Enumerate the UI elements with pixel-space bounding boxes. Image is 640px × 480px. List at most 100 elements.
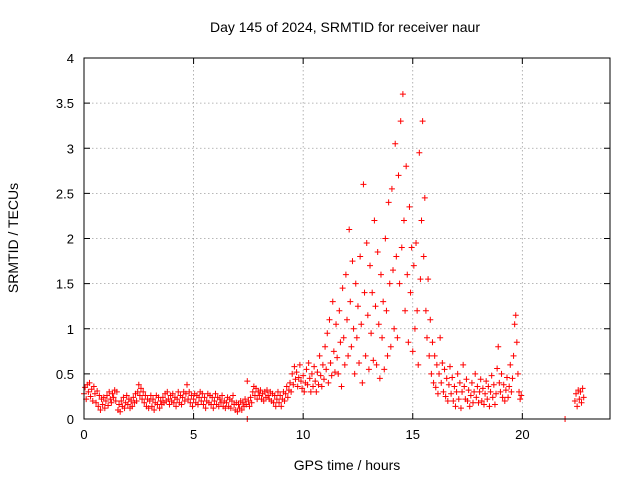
data-point (517, 396, 524, 403)
data-point (438, 379, 445, 386)
data-point (427, 316, 434, 323)
data-point (506, 383, 513, 390)
data-point (136, 392, 143, 399)
data-point (299, 385, 306, 392)
data-point (317, 372, 324, 379)
data-point (123, 392, 130, 399)
data-point (139, 396, 146, 403)
data-point (503, 374, 510, 381)
data-point (340, 334, 347, 341)
data-point (512, 312, 519, 319)
data-point (510, 352, 517, 359)
x-tick-label: 15 (406, 427, 420, 442)
data-point (415, 361, 422, 368)
data-point (476, 388, 483, 395)
data-point (90, 383, 97, 390)
data-point (574, 403, 581, 410)
data-point (352, 280, 359, 287)
data-point (170, 399, 177, 406)
data-point (253, 385, 260, 392)
data-point (327, 360, 334, 367)
data-point (234, 408, 241, 415)
data-point (212, 390, 219, 397)
data-point (497, 388, 504, 395)
data-point (365, 366, 372, 373)
data-point (508, 388, 515, 395)
data-point (445, 381, 452, 388)
data-point (186, 388, 193, 395)
data-point (97, 406, 104, 413)
data-point (105, 402, 112, 409)
data-point (392, 140, 399, 147)
data-point (181, 397, 188, 404)
data-point (351, 370, 358, 377)
data-point (349, 258, 356, 265)
data-point (297, 378, 304, 385)
data-point (409, 348, 416, 355)
data-point (330, 348, 337, 355)
data-point (104, 392, 111, 399)
data-points (81, 91, 587, 422)
data-point (201, 394, 208, 401)
data-point (344, 316, 350, 323)
data-point (380, 298, 387, 305)
data-point (242, 396, 249, 403)
data-point (95, 403, 102, 410)
data-point (459, 388, 466, 395)
data-point (439, 360, 446, 367)
data-point (322, 343, 329, 350)
data-point (379, 334, 386, 341)
data-point (185, 396, 192, 403)
data-point (350, 325, 357, 332)
data-point (507, 361, 514, 368)
data-point (130, 394, 137, 401)
data-point (432, 384, 439, 391)
data-point (433, 361, 440, 368)
data-point (311, 363, 318, 370)
data-point (367, 262, 374, 269)
data-point (482, 390, 489, 397)
data-point (312, 378, 319, 385)
data-point (121, 405, 128, 412)
data-point (486, 403, 493, 410)
data-point (413, 240, 420, 247)
data-point (451, 383, 458, 390)
data-point (102, 397, 109, 404)
data-point (313, 388, 320, 395)
data-point (417, 276, 424, 283)
data-point (247, 394, 254, 401)
data-point (358, 321, 365, 328)
data-point (580, 394, 587, 401)
x-tick-label: 10 (296, 427, 310, 442)
data-point (264, 387, 271, 394)
data-point (141, 399, 148, 406)
data-point (518, 392, 525, 399)
data-point (318, 383, 325, 390)
data-point (454, 370, 461, 377)
data-point (364, 312, 371, 319)
data-point (405, 339, 412, 346)
data-point (474, 383, 481, 390)
data-point (169, 390, 176, 397)
data-point (235, 401, 242, 408)
data-point (319, 361, 326, 368)
y-tick-label: 2 (67, 232, 74, 247)
data-point (120, 394, 127, 401)
data-point (295, 374, 302, 381)
data-point (437, 334, 444, 341)
data-point (99, 401, 106, 408)
data-point (331, 369, 338, 376)
data-point (93, 399, 100, 406)
data-point (151, 406, 158, 413)
data-point (178, 401, 185, 408)
data-point (173, 403, 180, 410)
data-point (300, 372, 307, 379)
x-tick-labels: 0 5 10 15 20 (80, 427, 529, 442)
data-point (477, 376, 484, 383)
axis-ticks (83, 57, 610, 420)
data-point (210, 405, 217, 412)
data-point (222, 405, 229, 412)
data-point (399, 91, 406, 98)
data-point (243, 401, 250, 408)
